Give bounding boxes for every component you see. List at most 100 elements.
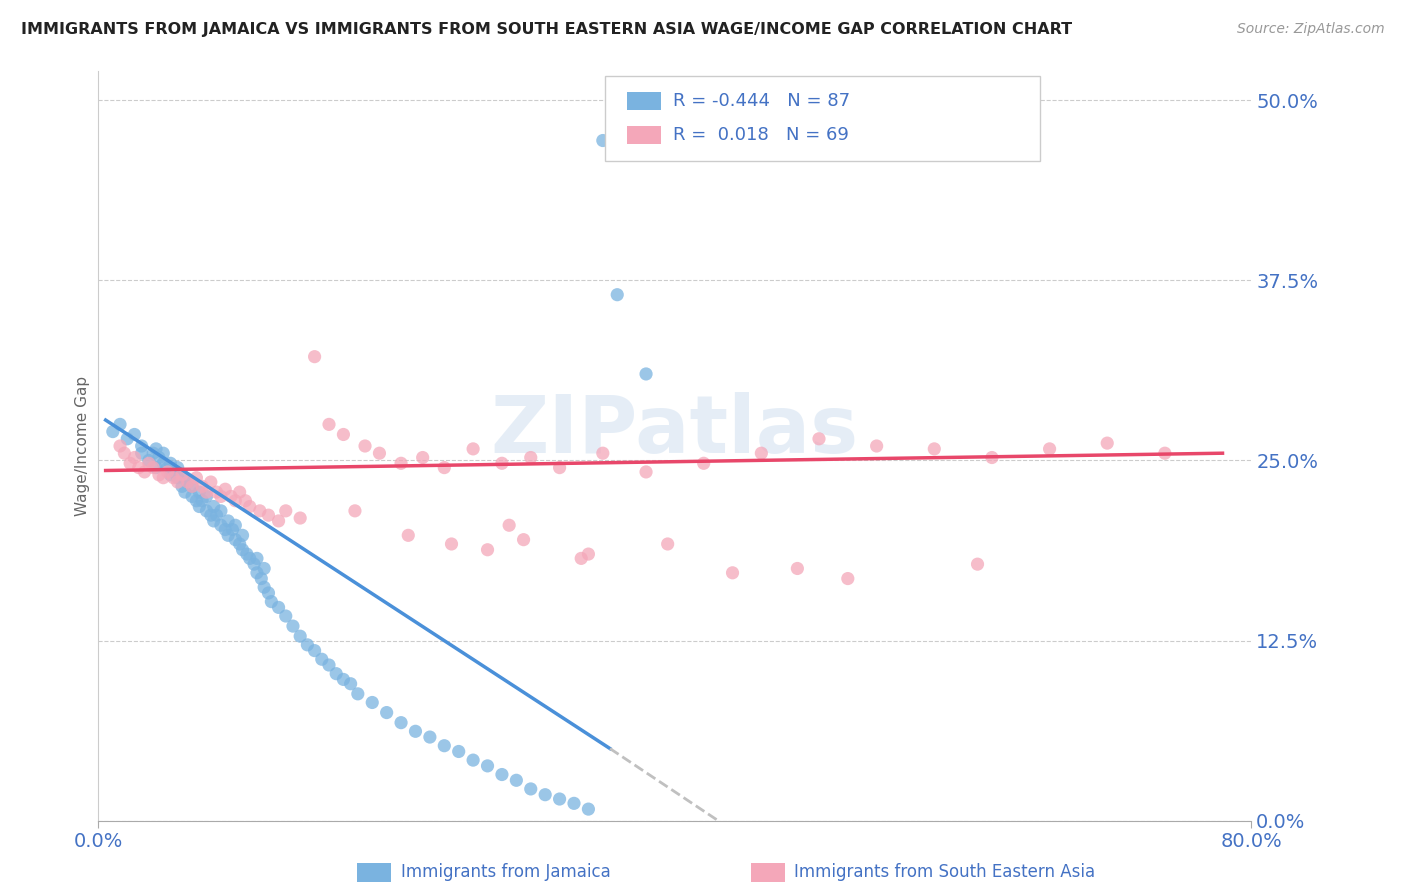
Point [290, 511, 312, 525]
Point [297, 638, 319, 652]
Point [174, 485, 197, 500]
Point [606, 287, 628, 301]
Point [148, 467, 170, 482]
Point [253, 561, 276, 575]
Point [235, 493, 257, 508]
Point [138, 456, 160, 470]
Point [477, 759, 499, 773]
Point [693, 456, 716, 470]
Point [267, 514, 290, 528]
Point [257, 508, 280, 523]
Point [156, 460, 179, 475]
Point [520, 781, 543, 796]
Point [205, 485, 228, 500]
Point [257, 586, 280, 600]
Point [191, 493, 214, 508]
Point [224, 493, 246, 508]
Point [808, 432, 831, 446]
Point [162, 465, 184, 479]
Point [142, 460, 165, 475]
Point [131, 446, 153, 460]
Point [433, 739, 456, 753]
Point [202, 500, 225, 514]
Point [195, 490, 218, 504]
Point [569, 551, 592, 566]
Point [512, 533, 534, 547]
Point [491, 456, 513, 470]
Point [195, 504, 218, 518]
Point [1154, 446, 1177, 460]
Point [214, 482, 236, 496]
Point [657, 537, 679, 551]
Point [174, 471, 197, 485]
Point [339, 677, 361, 691]
Point [260, 594, 283, 608]
Point [440, 537, 463, 551]
Point [209, 504, 232, 518]
Point [346, 687, 368, 701]
Point [224, 533, 246, 547]
Point [281, 619, 304, 633]
Point [1097, 436, 1119, 450]
Point [636, 367, 658, 381]
Point [498, 518, 520, 533]
Point [101, 425, 124, 439]
Point [145, 442, 167, 456]
Point [228, 537, 250, 551]
Point [562, 797, 585, 811]
Point [751, 446, 773, 460]
Point [191, 479, 214, 493]
Point [290, 629, 312, 643]
Point [332, 673, 354, 687]
Text: ZIPatlas: ZIPatlas [491, 392, 859, 470]
Point [166, 475, 188, 489]
Point [505, 773, 527, 788]
Point [152, 446, 174, 460]
Point [177, 475, 200, 489]
Y-axis label: Wage/Income Gap: Wage/Income Gap [75, 376, 90, 516]
Point [253, 580, 276, 594]
Point [120, 456, 142, 470]
Point [170, 479, 193, 493]
Point [128, 460, 150, 475]
Point [170, 467, 193, 482]
Point [181, 479, 204, 493]
Point [375, 706, 398, 720]
Point [592, 446, 614, 460]
Point [389, 715, 412, 730]
Point [186, 471, 208, 485]
Point [304, 643, 326, 657]
Point [361, 696, 384, 710]
Point [124, 450, 146, 465]
Point [318, 417, 340, 432]
Point [209, 490, 232, 504]
Point [156, 465, 179, 479]
Point [786, 561, 808, 575]
Point [274, 609, 297, 624]
Point [152, 456, 174, 470]
Point [243, 557, 266, 571]
Point [246, 566, 269, 580]
Point [131, 439, 153, 453]
Point [177, 475, 200, 489]
Point [447, 744, 470, 758]
Point [924, 442, 946, 456]
Point [145, 460, 167, 475]
Text: Immigrants from South Eastern Asia: Immigrants from South Eastern Asia [794, 863, 1095, 881]
Point [148, 450, 170, 465]
Point [142, 446, 165, 460]
Point [159, 456, 181, 470]
Point [368, 446, 391, 460]
Point [267, 600, 290, 615]
Point [981, 450, 1004, 465]
Point [354, 439, 377, 453]
Point [592, 134, 614, 148]
Point [221, 523, 243, 537]
Point [134, 465, 156, 479]
Point [205, 508, 228, 523]
Point [195, 485, 218, 500]
Point [188, 485, 211, 500]
Point [578, 802, 600, 816]
Point [837, 572, 859, 586]
Point [231, 528, 254, 542]
